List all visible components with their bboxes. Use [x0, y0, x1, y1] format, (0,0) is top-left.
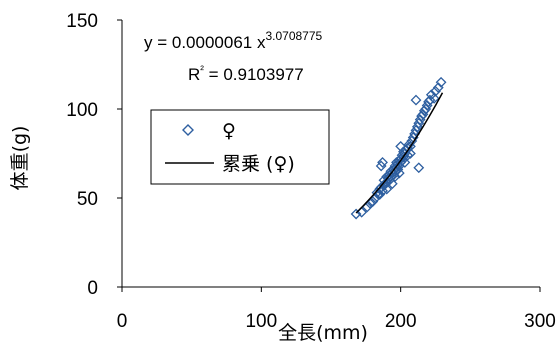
legend-box [150, 109, 330, 185]
y-tick-label: 150 [66, 11, 98, 32]
data-point [399, 156, 411, 168]
equation-prefix: y = 0.0000061 x [144, 33, 266, 52]
data-point [413, 162, 425, 174]
legend: ♀ 累乗 (♀) [150, 109, 330, 185]
axis-ticks: 0 100 200 300 0 50 100 150 [66, 11, 556, 332]
r2-value: = 0.9103977 [204, 65, 304, 84]
y-axis-title: 体重(g) [9, 126, 31, 191]
x-tick-label: 200 [385, 311, 417, 332]
scatter-points [350, 76, 447, 220]
r2-prefix: R [188, 65, 200, 84]
data-point [435, 76, 447, 88]
data-point [367, 196, 379, 207]
y-tick-label: 0 [87, 278, 98, 299]
data-point [424, 94, 436, 106]
data-point [350, 208, 362, 220]
data-point [389, 171, 401, 183]
trendline [355, 92, 444, 214]
x-tick-label: 300 [524, 311, 556, 332]
legend-label-series-1: ♀ [222, 120, 236, 142]
data-point [381, 183, 393, 195]
y-tick-label: 100 [66, 100, 98, 121]
data-point [386, 178, 398, 190]
trendline-equation: y = 0.0000061 x3.0708775 [144, 29, 323, 52]
x-axis-title: 全長(mm) [278, 322, 368, 344]
x-tick-label: 0 [117, 311, 128, 332]
data-point [395, 140, 407, 152]
data-point [377, 156, 388, 168]
y-tick-label: 50 [77, 189, 98, 210]
data-point [410, 94, 422, 106]
data-point [430, 85, 441, 97]
data-point [393, 167, 405, 179]
legend-marker-diamond-icon [182, 124, 194, 136]
data-point [428, 92, 440, 104]
data-point [405, 140, 416, 152]
r-squared: R² = 0.9103977 [188, 64, 304, 84]
data-point [374, 189, 386, 200]
r2-sup: ² [200, 64, 204, 76]
x-tick-label: 100 [245, 311, 277, 332]
equation-exponent: 3.0708775 [265, 29, 322, 43]
legend-label-series-2: 累乗 (♀) [222, 153, 295, 175]
